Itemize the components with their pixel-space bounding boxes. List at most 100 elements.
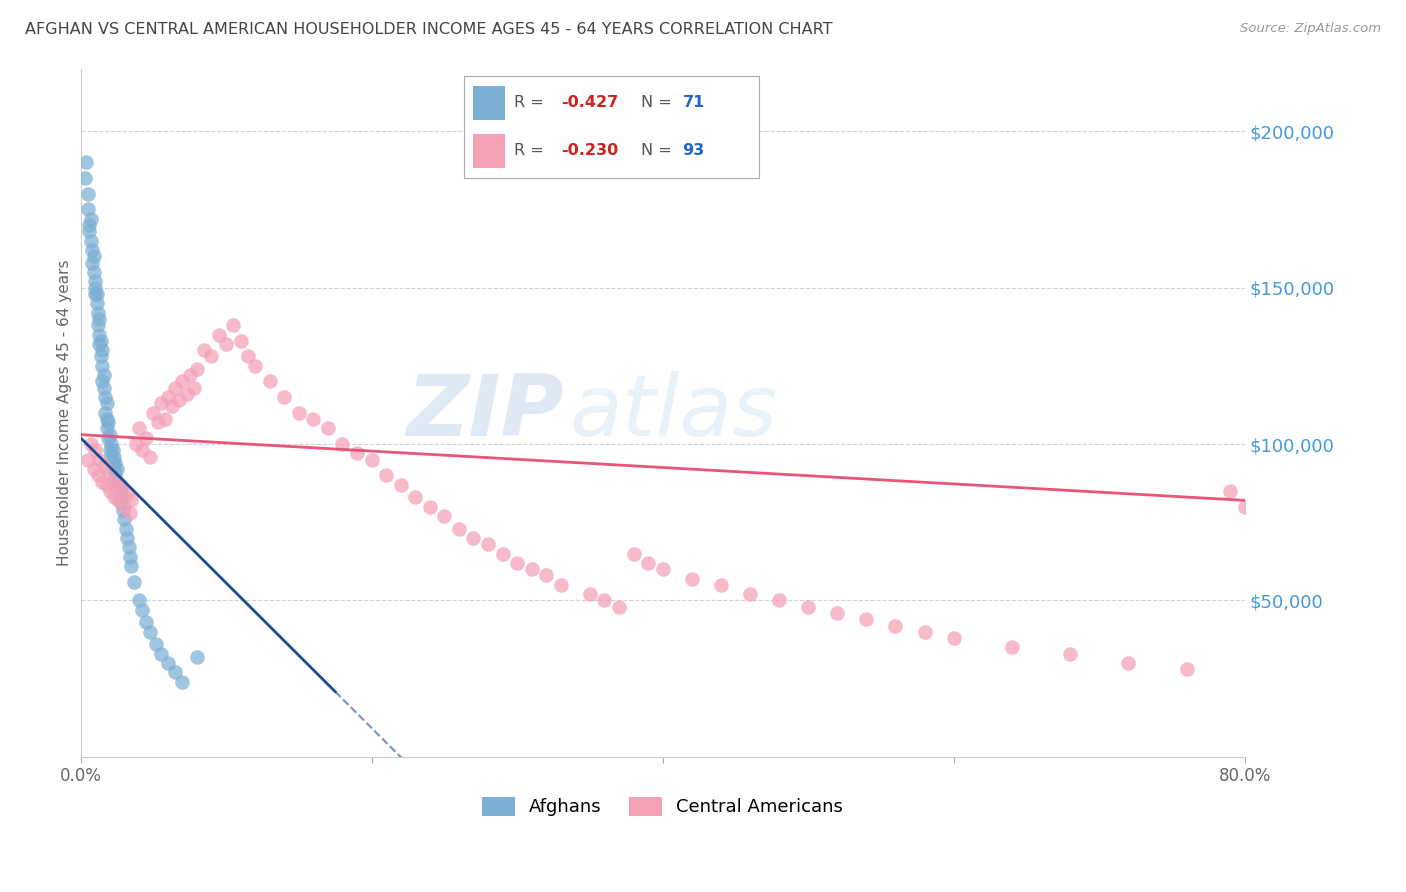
Point: [316, 421, 339, 435]
Point: [91, 359, 114, 373]
Point: [160, 400, 183, 414]
Point: [149, 647, 172, 661]
Point: [165, 665, 187, 680]
Point: [118, 549, 141, 564]
Point: [579, 587, 602, 601]
Point: [156, 390, 179, 404]
Point: [302, 412, 325, 426]
Point: [288, 406, 311, 420]
Point: [534, 568, 557, 582]
Text: atlas: atlas: [569, 371, 778, 454]
Point: [108, 477, 131, 491]
Point: [120, 493, 142, 508]
Point: [637, 556, 659, 570]
Point: [110, 496, 132, 510]
Point: [710, 578, 733, 592]
Point: [593, 593, 616, 607]
Point: [200, 350, 222, 364]
Point: [84, 286, 107, 301]
Text: 93: 93: [682, 144, 704, 158]
Point: [135, 431, 157, 445]
Point: [82, 243, 104, 257]
Point: [520, 562, 543, 576]
Point: [80, 211, 103, 226]
Point: [76, 202, 98, 217]
Point: [215, 337, 238, 351]
Point: [179, 368, 201, 383]
Point: [77, 218, 100, 232]
Point: [110, 481, 132, 495]
Point: [87, 305, 110, 319]
Point: [100, 450, 122, 464]
Point: [506, 556, 529, 570]
Point: [153, 412, 176, 426]
Point: [1233, 500, 1256, 514]
Point: [104, 468, 127, 483]
Point: [93, 458, 115, 473]
Point: [96, 412, 118, 426]
Point: [124, 574, 146, 589]
Point: [91, 475, 114, 489]
Point: [83, 249, 105, 263]
Point: [139, 624, 162, 639]
Point: [84, 274, 107, 288]
Point: [797, 599, 820, 614]
Point: [375, 468, 398, 483]
Text: N =: N =: [641, 95, 678, 110]
Point: [103, 450, 125, 464]
Point: [82, 255, 104, 269]
Point: [222, 318, 245, 332]
Point: [96, 396, 118, 410]
Point: [97, 415, 120, 429]
Point: [651, 562, 673, 576]
Point: [1263, 531, 1285, 545]
Point: [1118, 656, 1140, 670]
Point: [93, 368, 115, 383]
Point: [94, 390, 117, 404]
Point: [131, 603, 153, 617]
Point: [149, 396, 172, 410]
Bar: [472, 135, 505, 168]
Point: [827, 606, 849, 620]
Point: [89, 327, 111, 342]
Point: [128, 593, 150, 607]
Bar: [472, 87, 505, 120]
Point: [90, 350, 112, 364]
Point: [738, 587, 761, 601]
Point: [120, 559, 142, 574]
Point: [83, 462, 105, 476]
Point: [229, 334, 252, 348]
Point: [128, 421, 150, 435]
Point: [259, 375, 281, 389]
Legend: Afghans, Central Americans: Afghans, Central Americans: [475, 789, 851, 823]
Point: [477, 537, 499, 551]
Point: [112, 512, 135, 526]
Point: [607, 599, 630, 614]
Point: [89, 452, 111, 467]
Point: [107, 493, 129, 508]
Text: 71: 71: [682, 95, 704, 110]
Point: [346, 446, 368, 460]
Point: [84, 443, 107, 458]
Point: [419, 500, 441, 514]
Point: [1219, 483, 1241, 498]
Point: [169, 393, 191, 408]
Point: [83, 265, 105, 279]
Point: [77, 224, 100, 238]
Point: [87, 468, 110, 483]
Point: [76, 186, 98, 201]
Point: [142, 406, 165, 420]
Point: [360, 452, 382, 467]
Text: -0.230: -0.230: [561, 144, 619, 158]
Point: [100, 437, 122, 451]
Point: [91, 375, 114, 389]
Point: [884, 618, 907, 632]
Point: [98, 483, 121, 498]
Text: -0.427: -0.427: [561, 95, 619, 110]
Point: [172, 674, 194, 689]
Point: [139, 450, 162, 464]
Point: [96, 421, 118, 435]
Point: [117, 541, 139, 555]
Point: [131, 443, 153, 458]
Point: [186, 362, 208, 376]
